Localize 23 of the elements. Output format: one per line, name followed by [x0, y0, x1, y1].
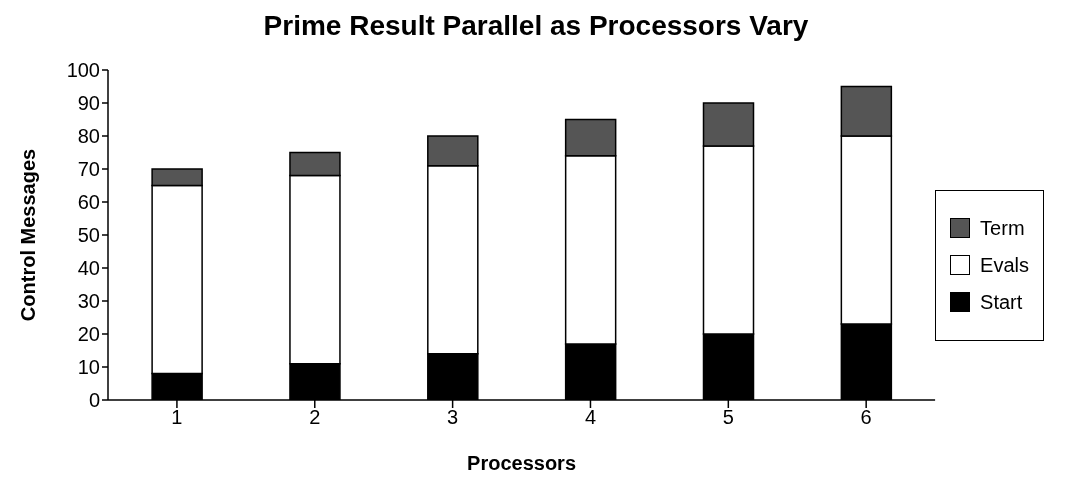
- y-axis-title: Control Messages: [17, 148, 40, 322]
- y-tick-label: 90: [77, 92, 100, 115]
- y-tick-label: 100: [66, 59, 100, 82]
- y-tick-label: 60: [77, 191, 100, 214]
- x-tick-label: 1: [171, 406, 183, 429]
- y-tick-label: 70: [77, 158, 100, 181]
- y-tick-label: 80: [77, 125, 100, 148]
- y-tick-label: 20: [77, 323, 100, 346]
- y-tick-label: 10: [77, 356, 100, 379]
- legend-label: Evals: [980, 253, 1029, 277]
- x-tick-label: 3: [447, 406, 459, 429]
- x-axis-title: Processors: [467, 452, 577, 474]
- x-tick-label: 6: [860, 406, 872, 429]
- y-tick-label: 30: [77, 290, 100, 313]
- chart-title: Prime Result Parallel as Processors Vary: [262, 10, 810, 43]
- x-tick-label: 2: [309, 406, 321, 429]
- legend-label: Term: [980, 216, 1025, 240]
- y-tick-label: 40: [77, 257, 100, 280]
- x-tick-label: 4: [584, 406, 597, 429]
- legend-label: Start: [980, 290, 1023, 314]
- y-tick-label: 0: [88, 389, 100, 412]
- x-tick-label: 5: [722, 406, 734, 429]
- y-tick-label: 50: [77, 224, 100, 247]
